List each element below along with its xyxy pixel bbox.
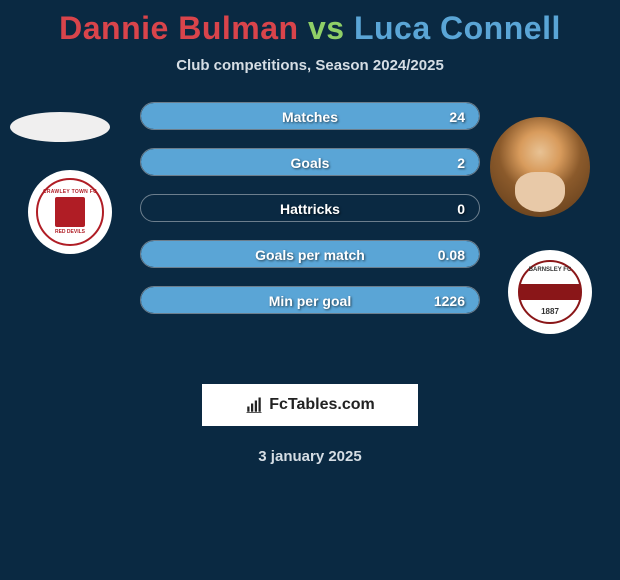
stat-row: Goals2 xyxy=(140,148,480,176)
crawley-badge-inner: CRAWLEY TOWN FC RED DEVILS xyxy=(36,178,104,246)
club-left-bottom-text: RED DEVILS xyxy=(55,229,85,235)
stat-label: Goals xyxy=(141,149,479,176)
club-left-shield-icon xyxy=(55,197,85,227)
brand-text: FcTables.com xyxy=(269,396,375,414)
comparison-title: Dannie Bulman vs Luca Connell xyxy=(0,0,620,47)
stat-value-right: 1226 xyxy=(434,287,465,314)
club-right-top-text: BARNSLEY FC xyxy=(520,267,580,273)
stat-value-right: 0.08 xyxy=(438,241,465,268)
club-right-year: 1887 xyxy=(520,307,580,316)
bar-chart-icon xyxy=(245,396,263,414)
stat-row: Goals per match0.08 xyxy=(140,240,480,268)
stat-label: Goals per match xyxy=(141,241,479,268)
stat-label: Min per goal xyxy=(141,287,479,314)
stat-label: Matches xyxy=(141,103,479,130)
brand-box: FcTables.com xyxy=(202,384,418,426)
player1-club-badge: CRAWLEY TOWN FC RED DEVILS xyxy=(28,170,112,254)
vs-label: vs xyxy=(308,10,345,46)
stat-row: Hattricks0 xyxy=(140,194,480,222)
club-right-stripe xyxy=(520,284,580,301)
comparison-panel: CRAWLEY TOWN FC RED DEVILS BARNSLEY FC 1… xyxy=(0,102,620,362)
date-label: 3 january 2025 xyxy=(0,448,620,465)
stat-row: Min per goal1226 xyxy=(140,286,480,314)
stat-row: Matches24 xyxy=(140,102,480,130)
stat-label: Hattricks xyxy=(141,195,479,222)
stat-value-right: 24 xyxy=(449,103,465,130)
player1-name: Dannie Bulman xyxy=(59,10,298,46)
subtitle: Club competitions, Season 2024/2025 xyxy=(0,57,620,74)
barnsley-badge-inner: BARNSLEY FC 1887 xyxy=(518,260,582,324)
player1-photo xyxy=(10,112,110,142)
player2-photo xyxy=(490,117,590,217)
player2-club-badge: BARNSLEY FC 1887 xyxy=(508,250,592,334)
stat-value-right: 2 xyxy=(457,149,465,176)
stat-value-right: 0 xyxy=(457,195,465,222)
stat-bars: Matches24 Goals2 Hattricks0 Goals per match… xyxy=(140,102,480,332)
player2-name: Luca Connell xyxy=(354,10,561,46)
club-left-top-text: CRAWLEY TOWN FC xyxy=(43,189,97,195)
